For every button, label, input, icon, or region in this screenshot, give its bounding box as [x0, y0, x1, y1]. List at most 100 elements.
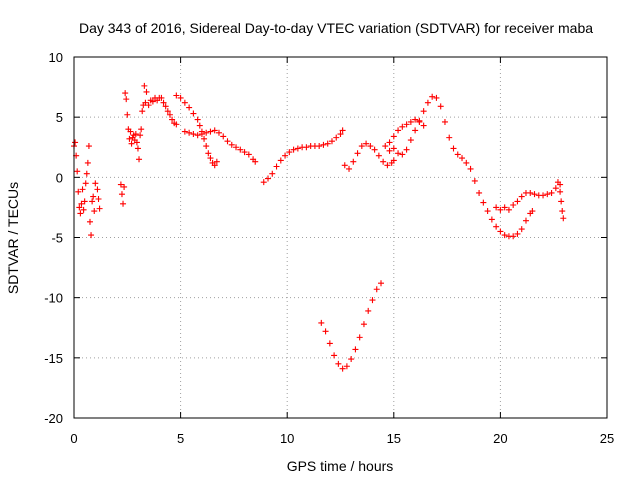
- x-tick-label: 5: [177, 431, 184, 446]
- data-point: [320, 141, 327, 148]
- data-point: [350, 158, 357, 165]
- data-point: [467, 165, 474, 172]
- x-tick-label: 20: [493, 431, 507, 446]
- data-point: [544, 191, 551, 198]
- data-point: [237, 146, 244, 153]
- data-point: [86, 218, 93, 225]
- data-point: [207, 128, 214, 135]
- data-point: [213, 158, 220, 165]
- data-point: [324, 140, 331, 147]
- x-tick-label: 25: [600, 431, 614, 446]
- data-point: [81, 198, 88, 205]
- data-point: [514, 198, 521, 205]
- data-point: [371, 146, 378, 153]
- data-point: [514, 230, 521, 237]
- data-point: [399, 151, 406, 158]
- data-point: [339, 127, 346, 134]
- data-point: [337, 131, 344, 138]
- data-point: [369, 297, 376, 304]
- data-point: [233, 144, 240, 151]
- data-point: [459, 155, 466, 162]
- data-point: [120, 200, 127, 207]
- data-point: [358, 143, 365, 150]
- data-point: [145, 102, 152, 109]
- data-point: [201, 135, 208, 142]
- data-point: [228, 141, 235, 148]
- data-point: [557, 188, 564, 195]
- data-point: [471, 177, 478, 184]
- data-point: [224, 138, 231, 145]
- data-point: [326, 340, 333, 347]
- data-point: [518, 193, 525, 200]
- data-point: [322, 328, 329, 335]
- y-tick-label: 5: [56, 110, 63, 125]
- data-point: [166, 111, 173, 118]
- data-point: [346, 165, 353, 172]
- data-point: [72, 139, 79, 146]
- data-point: [290, 146, 297, 153]
- data-point: [91, 208, 98, 215]
- data-point: [203, 129, 210, 136]
- data-point: [484, 208, 491, 215]
- data-point: [497, 206, 504, 213]
- data-point: [352, 346, 359, 353]
- data-point: [211, 162, 218, 169]
- data-point: [82, 180, 89, 187]
- data-point: [343, 363, 350, 370]
- data-point: [74, 168, 81, 175]
- data-point: [433, 94, 440, 101]
- data-point: [527, 189, 534, 196]
- data-point: [463, 159, 470, 166]
- data-point: [181, 128, 188, 135]
- data-point: [424, 99, 431, 106]
- data-point: [136, 156, 143, 163]
- y-tick-label: -5: [51, 231, 63, 246]
- data-point: [522, 217, 529, 224]
- data-point: [158, 94, 165, 101]
- data-point: [328, 138, 335, 145]
- data-point: [331, 352, 338, 359]
- data-point: [149, 98, 156, 105]
- axis-ticks: 0 5 10 15 20 25 -20 -15 -10 -5 0 5 10: [44, 50, 614, 446]
- data-point: [90, 193, 97, 200]
- data-point: [94, 186, 101, 193]
- data-point: [282, 152, 289, 159]
- data-point: [177, 94, 184, 101]
- data-point: [493, 204, 500, 211]
- data-point: [386, 147, 393, 154]
- data-point: [356, 334, 363, 341]
- data-point: [501, 204, 508, 211]
- data-point: [265, 175, 272, 182]
- data-point: [354, 150, 361, 157]
- data-point: [420, 122, 427, 129]
- data-point: [79, 186, 86, 193]
- data-point: [416, 118, 423, 125]
- data-point: [395, 127, 402, 134]
- data-point: [365, 307, 372, 314]
- data-point: [126, 135, 133, 142]
- data-point: [122, 90, 129, 97]
- y-tick-label: 0: [56, 170, 63, 185]
- data-point: [160, 99, 167, 106]
- data-point: [384, 162, 391, 169]
- data-point: [390, 145, 397, 152]
- data-point: [162, 103, 169, 110]
- data-point: [341, 162, 348, 169]
- data-point: [141, 82, 148, 89]
- data-point: [407, 118, 414, 125]
- data-points: [71, 82, 567, 372]
- data-point: [121, 183, 128, 190]
- data-point: [318, 319, 325, 326]
- data-point: [476, 189, 483, 196]
- data-point: [205, 150, 212, 157]
- grid-lines: [74, 57, 607, 418]
- data-point: [252, 158, 259, 165]
- data-point: [407, 137, 414, 144]
- data-point: [203, 143, 210, 150]
- x-tick-label: 10: [280, 431, 294, 446]
- data-point: [450, 145, 457, 152]
- data-point: [211, 127, 218, 134]
- data-point: [198, 131, 205, 138]
- data-point: [190, 110, 197, 117]
